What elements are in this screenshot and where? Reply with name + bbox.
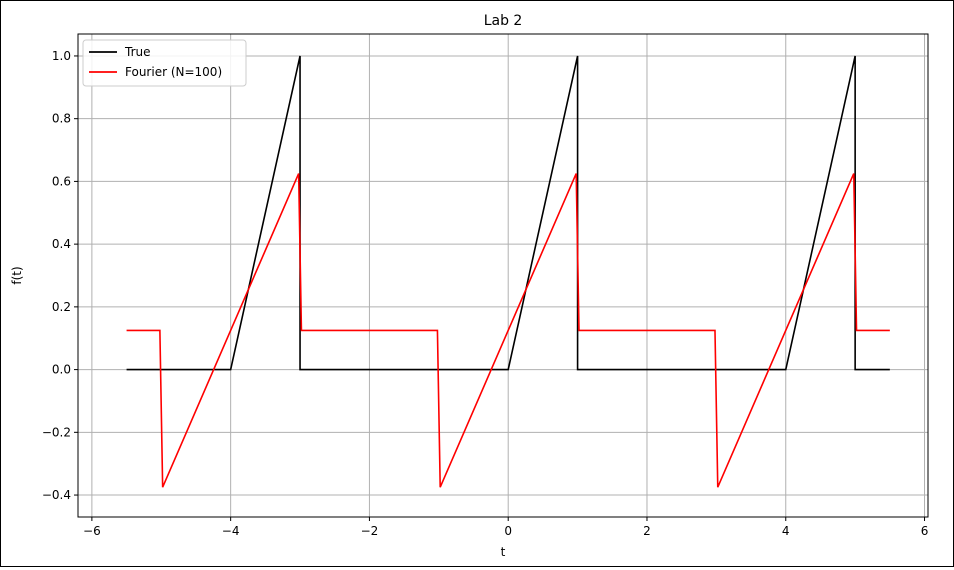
x-axis-label: t xyxy=(501,545,506,559)
legend-entry-label: True xyxy=(124,45,151,59)
series-line-1 xyxy=(126,173,890,488)
x-tick-label: −6 xyxy=(83,524,101,538)
tick-layer: −6 −4 −2 0 2 4 6 −0.4 −0.2 0.0 0.2 0.4 0.6 0.8 1.0 xyxy=(42,49,928,538)
y-tick-label: 0.6 xyxy=(52,174,71,188)
legend-box xyxy=(82,39,247,87)
legend-entry-label: Fourier (N=100) xyxy=(125,65,222,79)
y-tick-label: 0.2 xyxy=(52,300,71,314)
y-axis-label: f(t) xyxy=(10,266,24,284)
series-line-0 xyxy=(126,55,890,371)
y-tick-label: −0.4 xyxy=(42,488,71,502)
y-tick-label: 1.0 xyxy=(52,49,71,63)
legend: True Fourier (N=100) xyxy=(82,39,247,87)
plot-frame xyxy=(77,33,929,518)
x-tick-label: −4 xyxy=(222,524,240,538)
y-tick-label: 0.0 xyxy=(52,363,71,377)
x-tick-label: 2 xyxy=(643,524,651,538)
x-tick-label: 6 xyxy=(921,524,929,538)
x-tick-label: 0 xyxy=(504,524,512,538)
x-tick-label: 4 xyxy=(782,524,790,538)
series-layer xyxy=(126,55,890,488)
grid xyxy=(78,34,928,517)
y-tick-label: −0.2 xyxy=(42,425,71,439)
chart-title: Lab 2 xyxy=(484,13,523,29)
y-tick-label: 0.8 xyxy=(52,112,71,126)
y-tick-label: 0.4 xyxy=(52,237,71,251)
x-tick-label: −2 xyxy=(361,524,379,538)
